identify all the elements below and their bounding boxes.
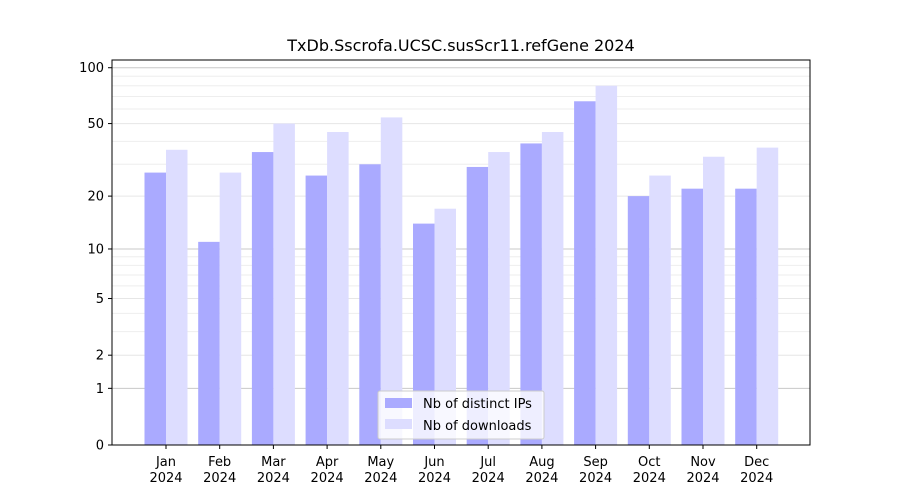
x-tick-year: 2024 — [686, 471, 719, 486]
legend-swatch-ips — [385, 398, 412, 408]
bar-downloads — [703, 156, 725, 446]
legend-box — [377, 390, 545, 440]
bar-distinct-ips — [198, 241, 220, 445]
x-tick-year: 2024 — [525, 471, 558, 486]
chart-title: TxDb.Sscrofa.UCSC.susScr11.refGene 2024 — [286, 36, 634, 55]
bar-distinct-ips — [305, 175, 328, 445]
bars — [144, 85, 779, 446]
bar-distinct-ips — [251, 152, 274, 445]
bar-downloads — [541, 132, 564, 445]
bar-distinct-ips — [627, 196, 650, 445]
y-tick-label: 10 — [87, 242, 104, 257]
bar-downloads — [380, 117, 403, 446]
y-tick-label: 1 — [96, 382, 104, 397]
x-tick-year: 2024 — [740, 471, 773, 486]
y-tick-label: 2 — [96, 349, 104, 364]
legend-label-ips: Nb of distinct IPs — [423, 397, 532, 412]
bar-downloads — [756, 147, 779, 445]
x-tick-year: 2024 — [311, 471, 344, 486]
legend: Nb of distinct IPs Nb of downloads — [377, 390, 545, 440]
y-tick-label: 0 — [96, 439, 104, 454]
x-tick-label: Jun — [423, 455, 444, 470]
bar-downloads — [273, 123, 295, 446]
x-tick-label: May — [367, 455, 394, 470]
bar-distinct-ips — [359, 164, 381, 445]
bar-downloads — [595, 85, 618, 445]
bar-downloads — [649, 175, 671, 445]
legend-swatch-downloads — [385, 419, 412, 429]
x-tick-label: Sep — [583, 455, 608, 470]
y-tick-label: 20 — [87, 190, 104, 205]
x-tick-label: Apr — [316, 455, 339, 470]
y-tick-label: 50 — [87, 117, 104, 132]
x-tick-year: 2024 — [203, 471, 236, 486]
y-tick-label: 100 — [79, 61, 104, 76]
x-tick-label: Dec — [744, 455, 769, 470]
x-tick-year: 2024 — [418, 471, 451, 486]
bar-distinct-ips — [735, 188, 757, 445]
x-tick-label: Aug — [529, 455, 554, 470]
bar-distinct-ips — [144, 172, 166, 445]
x-tick-label: Jul — [479, 455, 496, 470]
x-tick-label: Nov — [690, 455, 716, 470]
bar-distinct-ips — [466, 166, 489, 445]
x-tick-label: Feb — [208, 455, 231, 470]
bar-downloads — [327, 132, 349, 445]
legend-label-downloads: Nb of downloads — [423, 419, 532, 434]
x-tick-label: Oct — [638, 455, 660, 470]
y-axis: 0 1 2 5 10 20 50 100 — [79, 61, 112, 454]
bar-distinct-ips — [574, 101, 596, 446]
bar-downloads — [166, 149, 188, 445]
bar-downloads — [219, 172, 242, 445]
bar-downloads — [434, 208, 456, 445]
bar-distinct-ips — [413, 223, 435, 445]
x-tick-year: 2024 — [579, 471, 612, 486]
x-tick-year: 2024 — [364, 471, 397, 486]
bar-distinct-ips — [681, 188, 703, 445]
x-tick-label: Jan — [155, 455, 176, 470]
x-tick-year: 2024 — [149, 471, 182, 486]
x-tick-label: Mar — [261, 455, 286, 470]
y-tick-label: 5 — [96, 292, 104, 307]
x-tick-year: 2024 — [472, 471, 505, 486]
x-axis: Jan2024Feb2024Mar2024Apr2024May2024Jun20… — [149, 445, 773, 486]
bar-downloads — [488, 152, 510, 445]
plot-frame — [111, 59, 811, 446]
x-tick-year: 2024 — [633, 471, 666, 486]
x-tick-year: 2024 — [257, 471, 290, 486]
bar-distinct-ips — [520, 143, 542, 445]
